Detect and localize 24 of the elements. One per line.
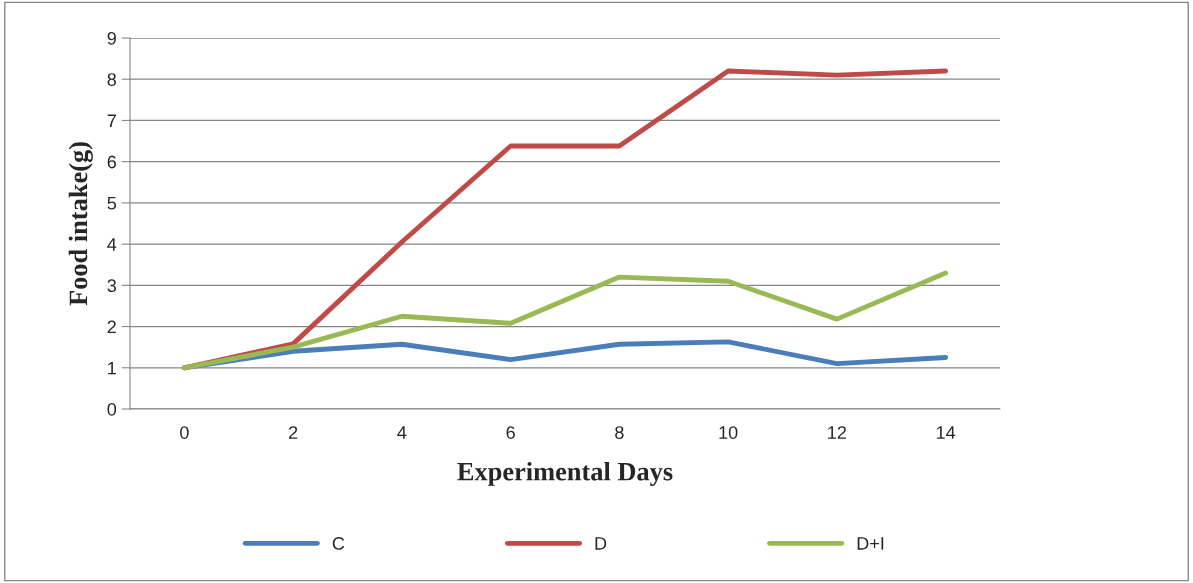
y-tick-label: 5 [107,197,117,210]
x-tick-label: 6 [506,426,515,439]
y-tick-label: 8 [107,73,117,86]
legend-label: D [595,537,607,550]
y-tick-label: 2 [107,320,116,334]
y-tick-label: 1 [108,361,116,375]
line-series [181,270,949,371]
legend-label: C [332,537,345,550]
x-tick-label: 14 [936,426,956,439]
x-tick-label: 0 [180,426,189,439]
y-tick-label: 6 [107,155,117,169]
x-tick-label: 10 [719,426,738,439]
x-axis-title: Experimental Days [457,461,673,486]
y-tick-label: 9 [107,31,116,45]
y-tick-label: 0 [107,402,117,416]
legend-label: D+I [857,537,884,550]
y-axis-title: Food intake(g) [68,142,93,306]
x-tick-label: 4 [397,426,407,439]
y-tick-label: 4 [107,238,117,251]
x-tick-label: 2 [289,426,298,439]
x-tick-label: 8 [615,426,624,439]
y-tick-label: 7 [107,114,116,127]
y-tick-label: 3 [107,279,117,293]
x-tick-label: 12 [828,426,847,439]
